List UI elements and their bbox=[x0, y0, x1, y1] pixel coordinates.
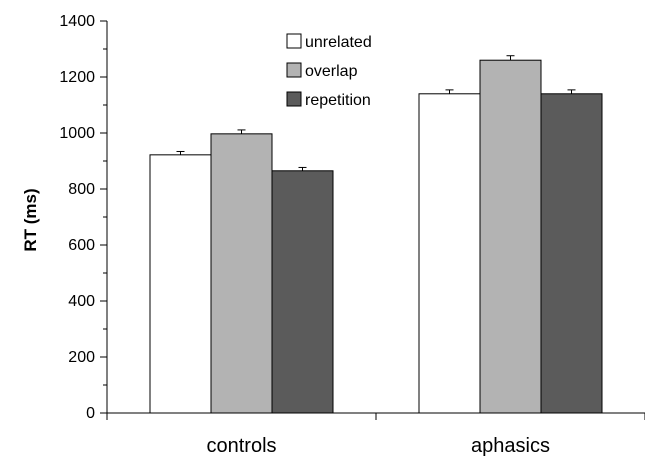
y-tick-label: 800 bbox=[68, 181, 95, 198]
bar-overlap-controls bbox=[210, 133, 273, 414]
bar-overlap-aphasics bbox=[479, 59, 542, 414]
legend-label-overlap: overlap bbox=[305, 63, 358, 80]
y-tick-label: 0 bbox=[86, 405, 95, 422]
axes-layer: 0 200 400 600 800 1000 1200 1400 controls aphasic… bbox=[59, 13, 645, 457]
y-tick-label: 1000 bbox=[59, 125, 95, 142]
x-category-label: aphasics bbox=[471, 435, 550, 457]
y-tick-label: 600 bbox=[68, 237, 95, 254]
legend-label-unrelated: unrelated bbox=[305, 34, 372, 51]
legend-swatch-repetition bbox=[286, 91, 302, 107]
bars-layer bbox=[149, 55, 603, 414]
legend: unrelated overlap repetition bbox=[286, 33, 372, 109]
y-tick-label: 1400 bbox=[59, 13, 95, 30]
bar-unrelated-aphasics bbox=[418, 93, 481, 414]
x-category-label: controls bbox=[206, 435, 276, 457]
y-tick-label: 1200 bbox=[59, 69, 95, 86]
legend-swatch-unrelated bbox=[286, 33, 302, 49]
y-tick-label: 400 bbox=[68, 293, 95, 310]
y-tick-label: 200 bbox=[68, 349, 95, 366]
bar-unrelated-controls bbox=[149, 154, 212, 414]
y-axis-title: RT (ms) bbox=[21, 188, 40, 251]
bar-repetition-controls bbox=[271, 170, 334, 414]
legend-swatch-overlap bbox=[286, 62, 302, 78]
bar-repetition-aphasics bbox=[540, 93, 603, 414]
legend-label-repetition: repetition bbox=[305, 92, 371, 109]
